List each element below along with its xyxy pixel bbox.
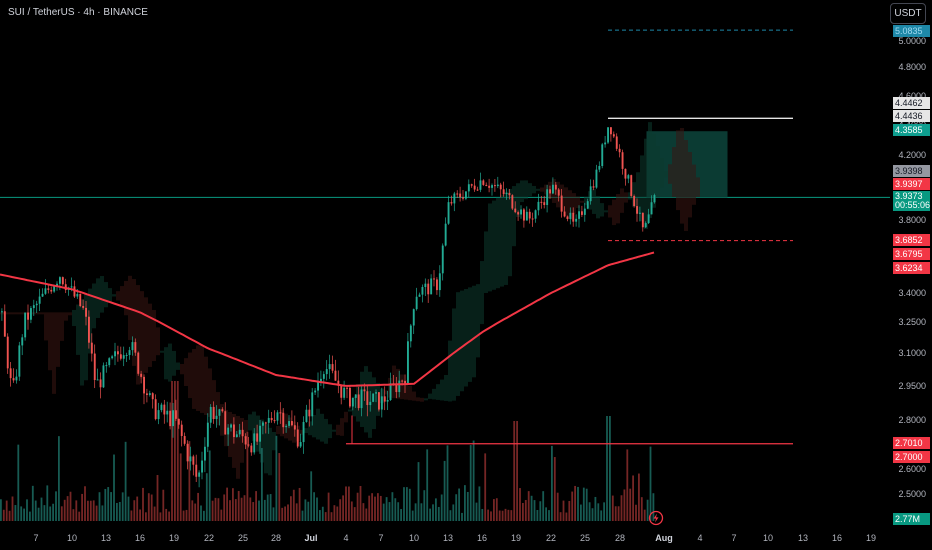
candlesticks	[1, 126, 656, 488]
time-tick-label: 22	[545, 533, 557, 543]
time-tick-label: 10	[408, 533, 420, 543]
time-tick-label: 10	[762, 533, 774, 543]
volume-bars	[0, 381, 655, 521]
price-tag-value: 4.4436	[895, 111, 923, 121]
price-tick-label: 2.8000	[898, 415, 926, 425]
time-tick-label: 10	[66, 533, 78, 543]
price-tag-value: 4.3585	[895, 125, 923, 135]
price-tag: 4.4462	[893, 97, 930, 109]
price-tag: 3.9397	[893, 178, 930, 190]
currency-button[interactable]: USDT	[890, 3, 926, 24]
price-tag: 3.6852	[893, 234, 930, 246]
time-tick-label: 19	[510, 533, 522, 543]
price-tick-label: 3.4000	[898, 288, 926, 298]
price-tick-label: 3.8000	[898, 215, 926, 225]
price-tick-label: 4.8000	[898, 62, 926, 72]
price-tag: 3.9398	[893, 165, 930, 177]
time-tick-label: 22	[203, 533, 215, 543]
exchange-label: BINANCE	[103, 7, 148, 18]
time-tick-label: Aug	[655, 533, 673, 543]
price-tag: 3.6795	[893, 248, 930, 260]
price-tag-value: 2.77M	[895, 514, 921, 524]
price-tick-label: 2.9500	[898, 381, 926, 391]
price-tag: 3.9373 00:55:06	[893, 191, 930, 211]
price-tag-value: 3.6795	[895, 249, 923, 259]
time-tick-label: 4	[697, 533, 703, 543]
price-tag-value: 3.9397	[895, 179, 923, 189]
price-tag: 2.7010	[893, 437, 930, 449]
price-tag-value: 3.6852	[895, 235, 923, 245]
symbol-title[interactable]: SUI / TetherUS · 4h · BINANCE	[8, 7, 148, 18]
time-tick-label: 25	[237, 533, 249, 543]
price-tag: 4.3585	[893, 124, 930, 136]
interval-label: 4h	[83, 7, 95, 18]
time-tick-label: 16	[134, 533, 146, 543]
time-tick-label: 16	[476, 533, 488, 543]
pair-label: SUI / TetherUS	[8, 7, 75, 18]
time-tick-label: Jul	[304, 533, 318, 543]
time-tick-label: 13	[442, 533, 454, 543]
price-tag: 2.77M	[893, 513, 930, 525]
price-tag-value: 3.9373	[895, 191, 923, 201]
time-tick-label: 7	[731, 533, 737, 543]
price-tag-value: 2.7010	[895, 438, 923, 448]
price-tick-label: 3.1000	[898, 348, 926, 358]
bar-countdown: 00:55:06	[895, 200, 931, 210]
time-tick-label: 13	[100, 533, 112, 543]
time-tick-label: 7	[33, 533, 39, 543]
time-tick-label: 16	[831, 533, 843, 543]
time-tick-label: 19	[168, 533, 180, 543]
time-tick-label: 28	[270, 533, 282, 543]
price-tick-label: 5.0000	[898, 36, 926, 46]
price-tag-value: 5.0835	[895, 26, 923, 36]
time-tick-label: 13	[797, 533, 809, 543]
time-tick-label: 4	[343, 533, 349, 543]
price-tick-label: 2.6000	[898, 464, 926, 474]
lightning-alert-icon[interactable]	[648, 510, 664, 526]
price-tag: 3.6234	[893, 262, 930, 274]
time-tick-label: 25	[579, 533, 591, 543]
price-tag: 4.4436	[893, 110, 930, 122]
price-tag-value: 4.4462	[895, 98, 923, 108]
price-tick-label: 4.6000	[898, 91, 926, 101]
price-tick-label: 3.2500	[898, 317, 926, 327]
time-tick-label: 28	[614, 533, 626, 543]
price-tag-value: 2.7000	[895, 452, 923, 462]
moving-average-line	[0, 251, 655, 387]
price-tick-label: 4.2000	[898, 150, 926, 160]
price-tag: 2.7000	[893, 451, 930, 463]
price-tag: 5.0835	[893, 25, 930, 37]
time-tick-label: 19	[865, 533, 877, 543]
price-tick-label: 2.5000	[898, 489, 926, 499]
price-tag-value: 3.6234	[895, 263, 923, 273]
price-tag-value: 3.9398	[895, 166, 923, 176]
time-tick-label: 7	[378, 533, 384, 543]
